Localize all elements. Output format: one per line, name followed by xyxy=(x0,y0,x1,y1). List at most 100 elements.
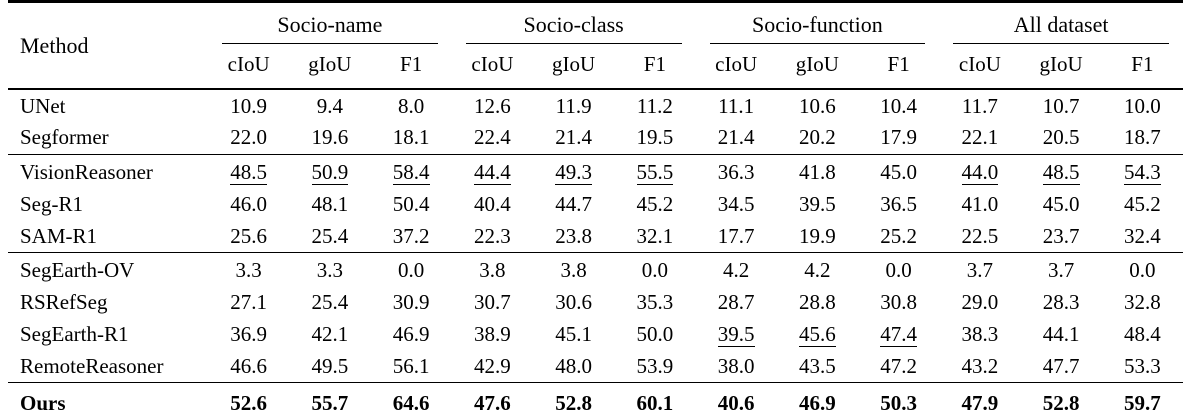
value-cell: 11.9 xyxy=(533,89,614,122)
value-cell: 46.9 xyxy=(776,381,858,420)
table-header: Method Socio-name Socio-class Socio-func… xyxy=(8,1,1183,90)
value-cell: 19.6 xyxy=(289,122,370,154)
value-cell: 18.7 xyxy=(1102,122,1183,154)
table-row: UNet 10.9 9.4 8.0 12.6 11.9 11.2 11.1 10.6 10.4 11… xyxy=(8,89,1183,122)
value-cell: 48.4 xyxy=(1102,318,1183,350)
value: 22.4 xyxy=(474,125,511,150)
value-cell: 10.6 xyxy=(777,89,858,122)
value-cell: 21.4 xyxy=(533,122,614,154)
value-cell: 28.3 xyxy=(1021,286,1102,318)
value: 25.4 xyxy=(311,223,349,248)
value: 48.1 xyxy=(311,191,349,216)
value: 11.2 xyxy=(636,93,673,118)
value-cell: 50.9 xyxy=(289,153,371,189)
value-cell: 44.4 xyxy=(451,153,533,189)
value: 48.0 xyxy=(555,353,592,378)
value: 23.7 xyxy=(1042,223,1080,248)
value-cell: 17.7 xyxy=(696,220,777,252)
method-cell: Ours xyxy=(8,381,208,420)
column-header-f1: F1 xyxy=(614,44,696,90)
value-cell: 3.8 xyxy=(533,251,615,287)
value: 0.0 xyxy=(885,257,912,282)
value: 30.9 xyxy=(392,289,430,314)
value-cell: 32.1 xyxy=(614,220,695,252)
value-underlined: 45.6 xyxy=(799,321,836,348)
value: 39.5 xyxy=(799,191,836,216)
method-cell: RSRefSeg xyxy=(20,289,108,314)
value: 23.8 xyxy=(555,223,592,248)
value: 47.2 xyxy=(880,353,917,378)
value: 3.7 xyxy=(1048,257,1075,282)
value: 38.9 xyxy=(474,321,511,346)
value: 47.7 xyxy=(1042,353,1080,378)
method-cell: VisionReasoner xyxy=(8,153,208,189)
value: 3.8 xyxy=(560,257,587,282)
value-cell: 64.6 xyxy=(370,381,452,420)
value-cell: 0.0 xyxy=(370,251,452,287)
value-cell: 32.8 xyxy=(1102,286,1183,318)
value-cell: 30.7 xyxy=(452,286,533,318)
group-header-row: Method Socio-name Socio-class Socio-func… xyxy=(8,1,1183,90)
value-cell: 45.2 xyxy=(1102,188,1183,220)
table-row: RSRefSeg 27.1 25.4 30.9 30.7 30.6 35.3 28.7 28.8… xyxy=(8,286,1183,318)
value: 46.9 xyxy=(392,321,430,346)
value: 59.7 xyxy=(1124,390,1161,415)
value-cell: 3.8 xyxy=(451,251,533,287)
value-cell: 38.3 xyxy=(939,318,1020,350)
column-header-giou: gIoU xyxy=(533,44,615,90)
group-label: Socio-function xyxy=(709,3,926,44)
value-cell: 22.3 xyxy=(452,220,533,252)
value-cell: 30.6 xyxy=(533,286,614,318)
value: 28.7 xyxy=(717,289,755,314)
group-label: Socio-class xyxy=(465,3,682,44)
value-cell: 4.2 xyxy=(695,251,777,287)
column-header-ciou: cIoU xyxy=(208,44,290,90)
value-cell: 42.1 xyxy=(289,318,370,350)
group-header-socio-function: Socio-function xyxy=(696,2,940,44)
value: 22.0 xyxy=(230,125,267,150)
value: 32.8 xyxy=(1124,289,1161,314)
value: 12.6 xyxy=(474,93,511,118)
value: 22.5 xyxy=(961,223,999,248)
value-cell: 43.2 xyxy=(939,350,1020,382)
value: 50.0 xyxy=(636,321,674,346)
method-cell: SAM-R1 xyxy=(20,223,98,248)
value-cell: 38.9 xyxy=(452,318,533,350)
value: 47.6 xyxy=(474,390,511,415)
value-cell: 8.0 xyxy=(371,89,452,122)
value: 3.3 xyxy=(316,257,343,282)
value: 42.9 xyxy=(474,353,511,378)
value-underlined: 44.0 xyxy=(961,159,999,186)
value-cell: 44.7 xyxy=(533,188,614,220)
value-cell: 46.6 xyxy=(208,350,289,382)
value: 10.7 xyxy=(1042,93,1080,118)
value: 52.8 xyxy=(555,390,592,415)
value-cell: 22.5 xyxy=(939,220,1020,252)
value-cell: 0.0 xyxy=(1101,251,1183,287)
value: 19.6 xyxy=(311,125,349,150)
value-underlined: 55.5 xyxy=(636,159,674,186)
value: 36.3 xyxy=(717,159,755,184)
value: 45.1 xyxy=(555,321,592,346)
value: 21.4 xyxy=(555,125,592,150)
value-underlined: 58.4 xyxy=(392,159,430,186)
column-header-giou: gIoU xyxy=(1020,44,1102,90)
value-cell: 20.5 xyxy=(1021,122,1102,154)
value-underlined: 54.3 xyxy=(1124,159,1161,186)
value: 45.2 xyxy=(1124,191,1161,216)
value-underlined: 47.4 xyxy=(880,321,917,348)
value-cell: 36.5 xyxy=(858,188,939,220)
value-cell: 30.9 xyxy=(371,286,452,318)
value: 10.0 xyxy=(1124,93,1161,118)
value: 11.9 xyxy=(555,93,592,118)
value-underlined: 48.5 xyxy=(1042,159,1080,186)
value-cell: 38.0 xyxy=(696,350,777,382)
group-header-all-dataset: All dataset xyxy=(939,2,1183,44)
value: 43.5 xyxy=(799,353,836,378)
value-cell: 29.0 xyxy=(939,286,1020,318)
value: 0.0 xyxy=(1129,257,1156,282)
column-header-ciou: cIoU xyxy=(939,44,1021,90)
value-cell: 4.2 xyxy=(776,251,858,287)
method-cell: Seg-R1 xyxy=(20,191,83,216)
table-row: Segformer 22.0 19.6 18.1 22.4 21.4 19.5 21.4 20.… xyxy=(8,122,1183,154)
